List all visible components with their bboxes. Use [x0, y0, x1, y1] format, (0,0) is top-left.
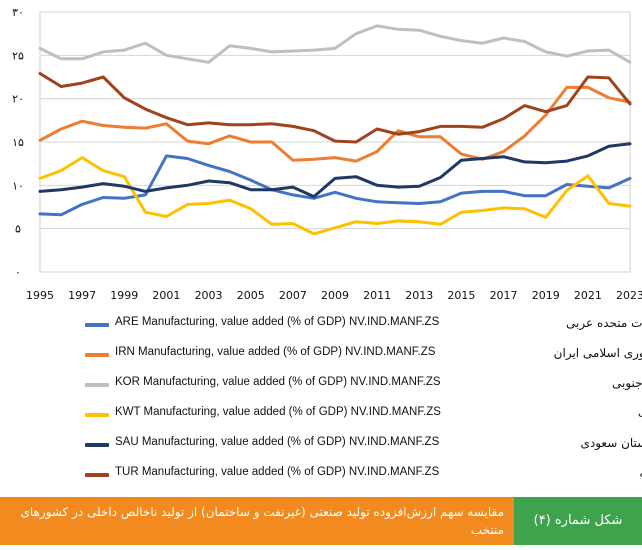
legend-swatch — [85, 323, 109, 327]
legend-item: KWT Manufacturing, value added (% of GDP… — [85, 404, 642, 428]
x-tick-label: 2005 — [237, 289, 265, 302]
legend-swatch — [85, 443, 109, 447]
x-tick-label: 2017 — [490, 289, 518, 302]
x-tick-label: 2007 — [279, 289, 307, 302]
y-tick-label: ۱۰ — [12, 179, 24, 192]
chart-svg: ۰ ۵ ۱۰ ۱۵ ۲۰ ۲۵ ۳۰ 1995 1997 1999 2001 2003 2005 2007… — [12, 6, 642, 302]
x-tick-label: 2001 — [152, 289, 180, 302]
figure-caption: مقایسه سهم ارزش‌افزوده تولید صنعتی (غیرن… — [0, 497, 642, 545]
legend-series-name: KWT Manufacturing, value added (% of GDP… — [115, 406, 441, 418]
legend-swatch — [85, 353, 109, 357]
figure-caption-title: مقایسه سهم ارزش‌افزوده تولید صنعتی (غیرن… — [0, 497, 514, 545]
legend-item: IRN Manufacturing, value added (% of GDP… — [85, 344, 642, 368]
x-tick-label: 1999 — [110, 289, 138, 302]
series-line — [38, 85, 632, 163]
legend-series-name: ARE Manufacturing, value added (% of GDP… — [115, 316, 440, 328]
legend-item: TUR Manufacturing, value added (% of GDP… — [85, 464, 642, 488]
series-line — [38, 156, 632, 236]
series-line — [38, 142, 632, 199]
x-tick-label: 1997 — [68, 289, 96, 302]
x-tick-label: 2003 — [195, 289, 223, 302]
x-tick-label: 2021 — [574, 289, 602, 302]
legend-series-name-fa: کویت — [480, 406, 642, 420]
legend-series-name: IRN Manufacturing, value added (% of GDP… — [115, 346, 436, 358]
series-line — [38, 154, 632, 217]
y-tick-label: ۱۵ — [12, 136, 24, 149]
legend-series-name: TUR Manufacturing, value added (% of GDP… — [115, 466, 440, 478]
legend-swatch — [85, 383, 109, 387]
figure-number-label: شکل شماره (۴) — [514, 497, 642, 545]
x-tick-label: 2023 — [616, 289, 642, 302]
y-tick-label: ۲۰ — [12, 93, 24, 106]
legend-series-name-fa: کره جنوبی — [611, 376, 642, 390]
x-tick-label: 2015 — [447, 289, 475, 302]
series-line — [38, 72, 632, 144]
legend-series-name-fa: امارات متحده عربی — [566, 316, 642, 330]
legend-item: SAU Manufacturing, value added (% of GDP… — [85, 434, 642, 458]
y-tick-label: ۲۵ — [12, 49, 24, 62]
x-tick-label: 1995 — [26, 289, 54, 302]
legend-series-name: KOR Manufacturing, value added (% of GDP… — [115, 376, 441, 388]
legend-series-name-fa: ترکیه — [480, 466, 642, 480]
legend-item: KOR Manufacturing, value added (% of GDP… — [85, 374, 642, 398]
x-tick-label: 2013 — [405, 289, 433, 302]
line-chart: ۰ ۵ ۱۰ ۱۵ ۲۰ ۲۵ ۳۰ 1995 1997 1999 2001 2003 2005 2007… — [12, 6, 642, 302]
legend-swatch — [85, 413, 109, 417]
x-tick-label: 2011 — [363, 289, 391, 302]
legend-item: ARE Manufacturing, value added (% of GDP… — [85, 314, 642, 338]
x-tick-label: 2019 — [532, 289, 560, 302]
legend-series-name-fa: جمهوری اسلامی ایران — [553, 346, 642, 360]
series-line — [38, 24, 632, 64]
legend-series-name: SAU Manufacturing, value added (% of GDP… — [115, 436, 440, 448]
y-tick-label: ۵ — [15, 223, 21, 236]
y-tick-label: ۳۰ — [12, 6, 24, 19]
x-tick-label: 2009 — [321, 289, 349, 302]
y-tick-label: ۰ — [15, 266, 21, 279]
legend-series-name-fa: عربستان سعودی — [580, 436, 642, 450]
legend-swatch — [85, 473, 109, 477]
